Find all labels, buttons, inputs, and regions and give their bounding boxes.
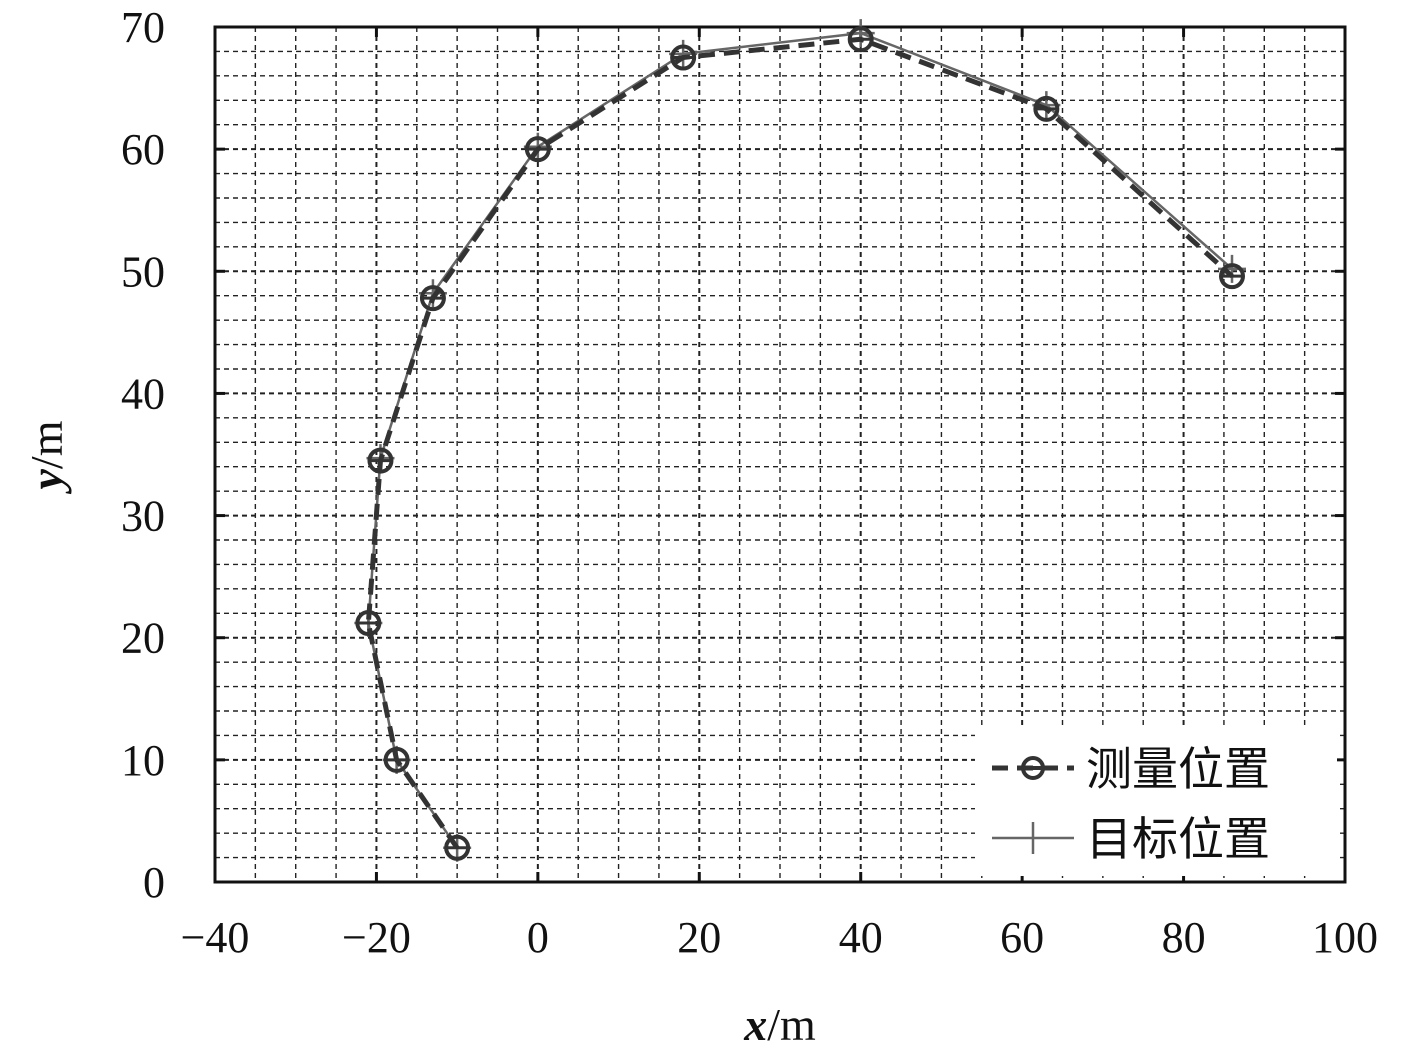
y-tick-label: 20 [121, 614, 165, 663]
x-axis-label-unit: /m [767, 999, 816, 1050]
x-tick-label: −40 [181, 913, 250, 962]
series-layer [354, 19, 1246, 862]
x-tick-label: 100 [1312, 913, 1378, 962]
legend: 测量位置 目标位置 [975, 728, 1337, 876]
y-tick-labels: 0 10 20 30 40 50 60 70 [121, 3, 165, 907]
x-axis-label-var: x [743, 999, 767, 1050]
x-tick-label: 80 [1162, 913, 1206, 962]
y-axis-label: y/m [21, 420, 72, 494]
x-tick-label: 40 [839, 913, 883, 962]
x-tick-label: −20 [342, 913, 411, 962]
y-tick-label: 70 [121, 3, 165, 52]
series-line [365, 36, 1234, 850]
x-tick-label: 60 [1000, 913, 1044, 962]
x-tick-label: 20 [677, 913, 721, 962]
y-tick-label: 10 [121, 736, 165, 785]
y-tick-label: 0 [143, 858, 165, 907]
legend-target-label: 目标位置 [1086, 812, 1270, 866]
x-tick-labels: −40 −20 0 20 40 60 80 100 [181, 913, 1378, 962]
legend-measured-label: 测量位置 [1086, 742, 1270, 796]
y-tick-label: 30 [121, 492, 165, 541]
y-axis-label-var: y [21, 468, 72, 494]
x-axis-label: x/m [743, 999, 816, 1050]
y-tick-label: 60 [121, 125, 165, 174]
y-tick-label: 50 [121, 247, 165, 296]
plot-frame [213, 25, 1347, 884]
x-tick-label: 0 [527, 913, 549, 962]
y-tick-label: 40 [121, 369, 165, 418]
legend-box [975, 728, 1337, 876]
series-measured [355, 26, 1245, 861]
y-axis-label-unit: /m [21, 420, 72, 469]
